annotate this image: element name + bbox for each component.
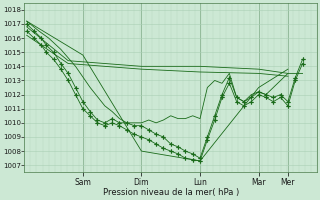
- X-axis label: Pression niveau de la mer( hPa ): Pression niveau de la mer( hPa ): [103, 188, 239, 197]
